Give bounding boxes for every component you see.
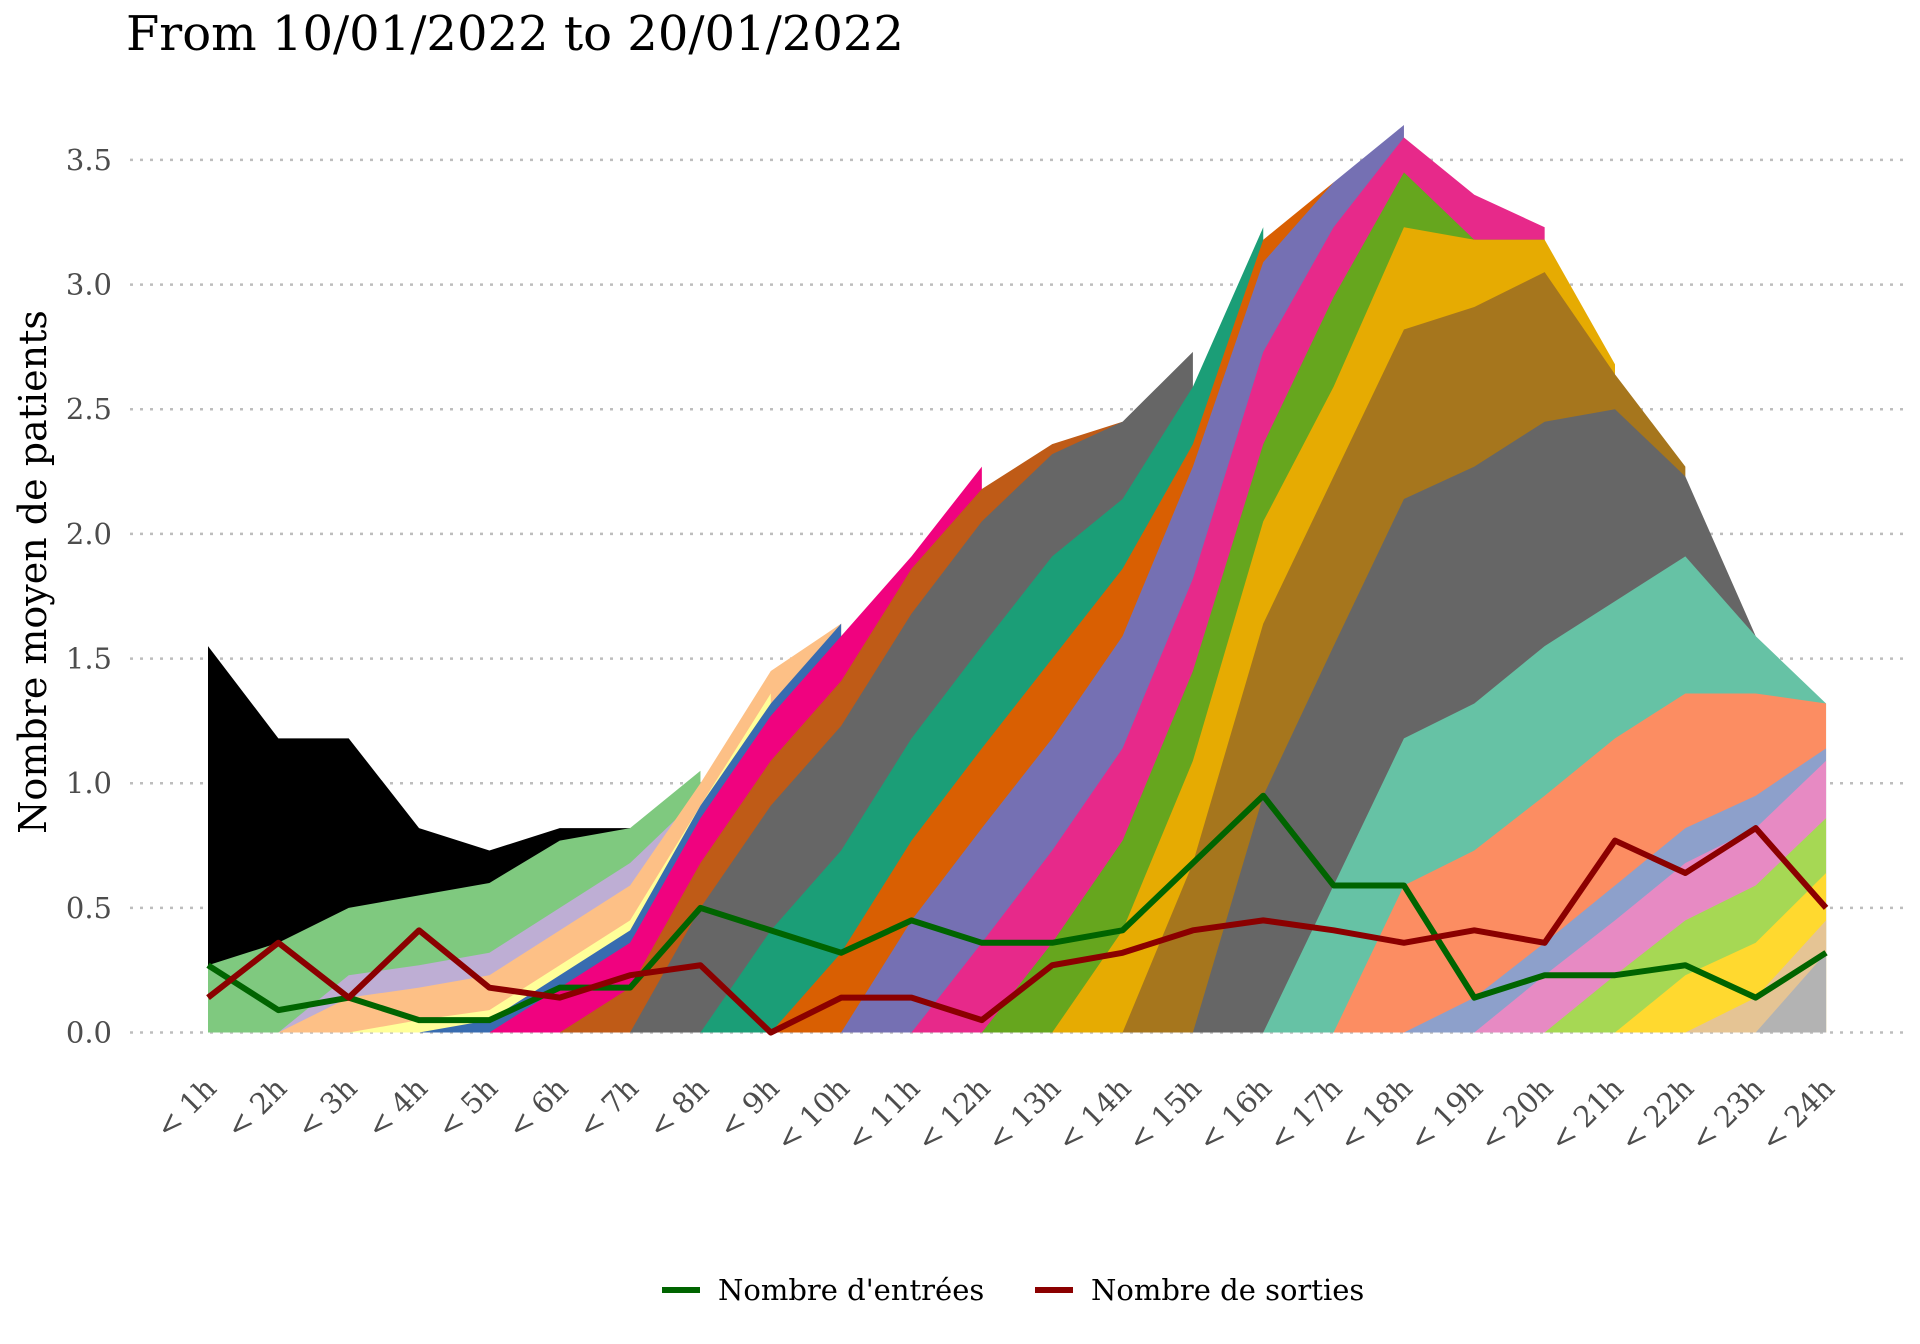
y-tick-label: 1.5 [66,642,112,676]
x-tick-label: < 18h [1332,1071,1419,1158]
x-tick-label: < 4h [360,1071,434,1145]
y-tick-label: 0.0 [66,1016,112,1050]
area-layer [208,125,1827,1033]
x-tick-label: < 10h [769,1071,856,1158]
x-tick-label: < 11h [839,1071,926,1158]
x-tick-label: < 13h [980,1071,1067,1158]
x-tick-label: < 19h [1402,1071,1489,1158]
x-tick-label: < 7h [571,1071,645,1145]
x-tick-label: < 2h [219,1071,293,1145]
y-tick-label: 1.0 [66,766,112,800]
y-tick-label: 2.0 [66,517,112,551]
x-tick-label: < 17h [1261,1071,1348,1158]
y-axis-label: Nombre moyen de patients [11,310,55,834]
y-tick-label: 3.5 [66,143,112,177]
x-tick-label: < 1h [149,1071,223,1145]
legend-label: Nombre de sorties [1091,1273,1364,1307]
legend: Nombre d'entrées Nombre de sorties [662,1273,1364,1307]
x-tick-label: < 16h [1191,1071,1278,1158]
x-tick-label: < 5h [430,1071,504,1145]
x-tick-label: < 23h [1684,1071,1771,1158]
legend-label: Nombre d'entrées [718,1273,984,1307]
x-tick-label: < 12h [910,1071,997,1158]
x-tick-label: < 6h [501,1071,575,1145]
area-band [1755,952,1827,1033]
x-tick-layer: < 1h< 2h< 3h< 4h< 5h< 6h< 7h< 8h< 9h< 10… [149,1071,1841,1158]
x-tick-label: < 15h [1121,1071,1208,1158]
x-tick-label: < 8h [641,1071,715,1145]
x-tick-label: < 22h [1613,1071,1700,1158]
y-tick-label: 0.5 [66,891,112,925]
chart-title: From 10/01/2022 to 20/01/2022 [126,6,904,62]
x-tick-label: < 3h [290,1071,364,1145]
line-layer [206,792,1829,1036]
y-tick-label: 3.0 [66,268,112,302]
x-tick-label: < 24h [1754,1071,1841,1158]
series-line [206,825,1829,1036]
x-tick-label: < 14h [1050,1071,1137,1158]
x-tick-label: < 20h [1473,1071,1560,1158]
x-tick-label: < 21h [1543,1071,1630,1158]
series-line [206,792,1828,1024]
y-tick-layer: 0.0 0.5 1.0 1.5 2.0 2.5 3.0 3.5 [66,143,112,1050]
y-tick-label: 2.5 [66,392,112,426]
